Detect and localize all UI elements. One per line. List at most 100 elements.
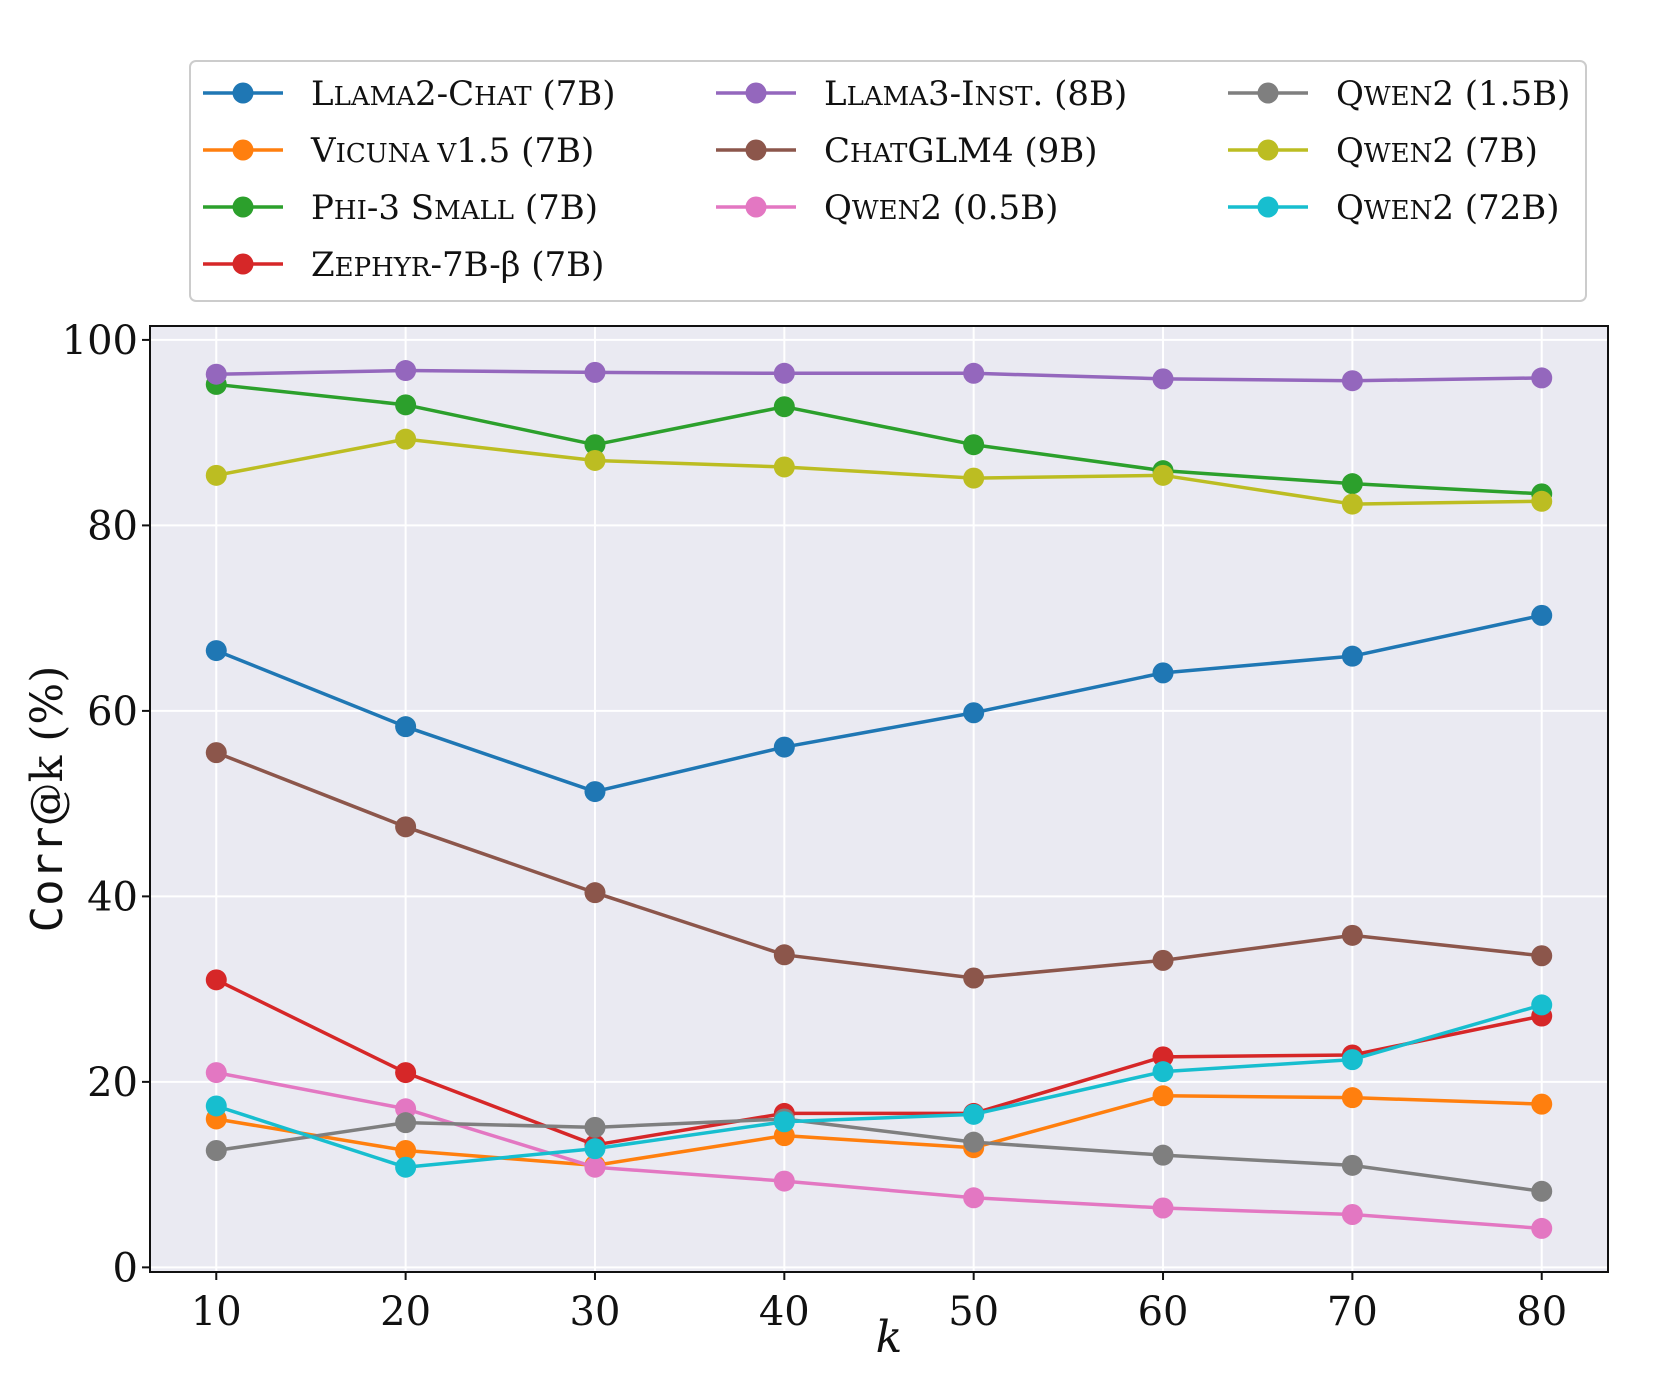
legend-swatch-marker bbox=[745, 196, 767, 218]
data-point bbox=[584, 1116, 606, 1138]
data-point bbox=[395, 716, 417, 738]
legend-label: LLAMA3-INST. (8B) bbox=[824, 74, 1127, 114]
data-point bbox=[1531, 994, 1553, 1016]
legend-label-part: . (8B) bbox=[1033, 74, 1128, 114]
data-point bbox=[963, 434, 985, 456]
x-tick-label: 80 bbox=[1516, 1289, 1567, 1335]
series-line bbox=[215, 750, 1542, 980]
legend-entry-1: VICUNA V1.5 (7B) bbox=[203, 131, 594, 171]
data-point bbox=[963, 362, 985, 384]
legend-entry-4: LLAMA3-INST. (8B) bbox=[716, 74, 1127, 114]
x-axis-label: k bbox=[876, 1312, 903, 1363]
legend-label-part: MALL bbox=[434, 196, 514, 226]
legend-entry-2: PHI-3 SMALL (7B) bbox=[203, 188, 598, 228]
legend-label-part: C bbox=[824, 131, 850, 171]
series-8 bbox=[205, 428, 1553, 515]
data-point bbox=[963, 702, 985, 724]
legend-label-part: 1.5 (7B) bbox=[456, 131, 594, 171]
data-point bbox=[395, 360, 417, 382]
legend-label-part: Q bbox=[1336, 131, 1364, 171]
data-point bbox=[584, 361, 606, 383]
legend-label-part: L bbox=[311, 74, 334, 114]
legend-swatch-marker bbox=[745, 82, 767, 104]
y-axis-label-mono: Corr bbox=[22, 826, 73, 932]
data-point bbox=[584, 449, 606, 471]
y-tick-label: 20 bbox=[87, 1060, 138, 1106]
legend-label-part: WEN bbox=[1364, 82, 1432, 112]
legend-label: LLAMA2-CHAT (7B) bbox=[311, 74, 616, 114]
plot-frame bbox=[149, 325, 1609, 1273]
y-tick-label: 0 bbox=[113, 1245, 138, 1291]
data-point bbox=[773, 1170, 795, 1192]
data-point bbox=[205, 742, 227, 764]
y-axis-label-rest: @k (%) bbox=[22, 666, 73, 827]
data-point bbox=[205, 1140, 227, 1162]
legend-label-part: (7B) bbox=[514, 188, 598, 228]
data-point bbox=[395, 1156, 417, 1178]
data-point bbox=[1531, 945, 1553, 967]
data-point bbox=[205, 464, 227, 486]
x-tick-label: 50 bbox=[948, 1289, 999, 1335]
legend-label-part: HAT bbox=[850, 139, 908, 169]
legend-label-part: Q bbox=[1336, 188, 1364, 228]
data-point bbox=[1152, 1061, 1174, 1083]
data-point bbox=[1341, 924, 1363, 946]
legend-label-part: HAT bbox=[474, 82, 532, 112]
series-5 bbox=[205, 742, 1553, 989]
legend-swatch-marker bbox=[1257, 139, 1279, 161]
x-tick-label: 20 bbox=[380, 1289, 431, 1335]
series-line bbox=[215, 1094, 1542, 1168]
legend-label: CHATGLM4 (9B) bbox=[824, 131, 1098, 171]
legend-label: ZEPHYR-7B-β (7B) bbox=[311, 245, 604, 285]
data-point bbox=[1152, 1197, 1174, 1219]
data-point bbox=[205, 640, 227, 662]
legend-entry-5: CHATGLM4 (9B) bbox=[716, 131, 1098, 171]
legend-label-part: WEN bbox=[1364, 139, 1432, 169]
legend: LLAMA2-CHAT (7B)VICUNA V1.5 (7B)PHI-3 SM… bbox=[189, 60, 1587, 302]
data-point bbox=[584, 1156, 606, 1178]
legend-label-part: GLM4 (9B) bbox=[907, 131, 1097, 171]
data-point bbox=[773, 1111, 795, 1133]
data-point bbox=[1531, 490, 1553, 512]
data-point bbox=[963, 1103, 985, 1125]
y-tick-label: 100 bbox=[62, 318, 138, 364]
x-tick-label: 10 bbox=[191, 1289, 242, 1335]
series-line bbox=[215, 437, 1542, 506]
x-tick-label: 40 bbox=[759, 1289, 810, 1335]
data-point bbox=[584, 882, 606, 904]
legend-entry-0: LLAMA2-CHAT (7B) bbox=[203, 74, 616, 114]
data-point bbox=[395, 394, 417, 416]
data-point bbox=[1531, 1217, 1553, 1239]
data-point bbox=[395, 1062, 417, 1084]
x-tick-label: 30 bbox=[570, 1289, 621, 1335]
legend-label-part: 2 (7B) bbox=[1432, 131, 1538, 171]
data-point bbox=[584, 1138, 606, 1160]
series-line bbox=[215, 613, 1543, 794]
legend-label-part: ICUNA V bbox=[336, 139, 458, 169]
legend-swatch-marker bbox=[745, 139, 767, 161]
legend-label-part: HI bbox=[334, 196, 367, 226]
data-point bbox=[773, 396, 795, 418]
data-point bbox=[395, 428, 417, 450]
x-tick-label: 60 bbox=[1138, 1289, 1189, 1335]
y-tick-label: 80 bbox=[87, 503, 138, 549]
series-line bbox=[216, 382, 1542, 496]
series-4 bbox=[205, 360, 1553, 392]
legend-label-part: Z bbox=[311, 245, 335, 285]
legend-entry-3: ZEPHYR-7B-β (7B) bbox=[203, 245, 604, 285]
data-point bbox=[395, 816, 417, 838]
data-point bbox=[1152, 949, 1174, 971]
data-point bbox=[1341, 1049, 1363, 1071]
legend-label: QWEN2 (72B) bbox=[1336, 188, 1560, 228]
legend-label-part: LAMA bbox=[334, 82, 417, 112]
data-point bbox=[205, 969, 227, 991]
legend-label-part: WEN bbox=[852, 196, 920, 226]
data-point bbox=[205, 1095, 227, 1117]
data-point bbox=[1531, 367, 1553, 389]
legend-label-part: -7B-β (7B) bbox=[431, 245, 605, 285]
series-line bbox=[215, 978, 1543, 1147]
series-line bbox=[215, 1070, 1542, 1231]
legend-label-part: 2-C bbox=[415, 74, 474, 114]
legend-box bbox=[189, 60, 1587, 302]
legend-label-part: LAMA bbox=[847, 82, 930, 112]
